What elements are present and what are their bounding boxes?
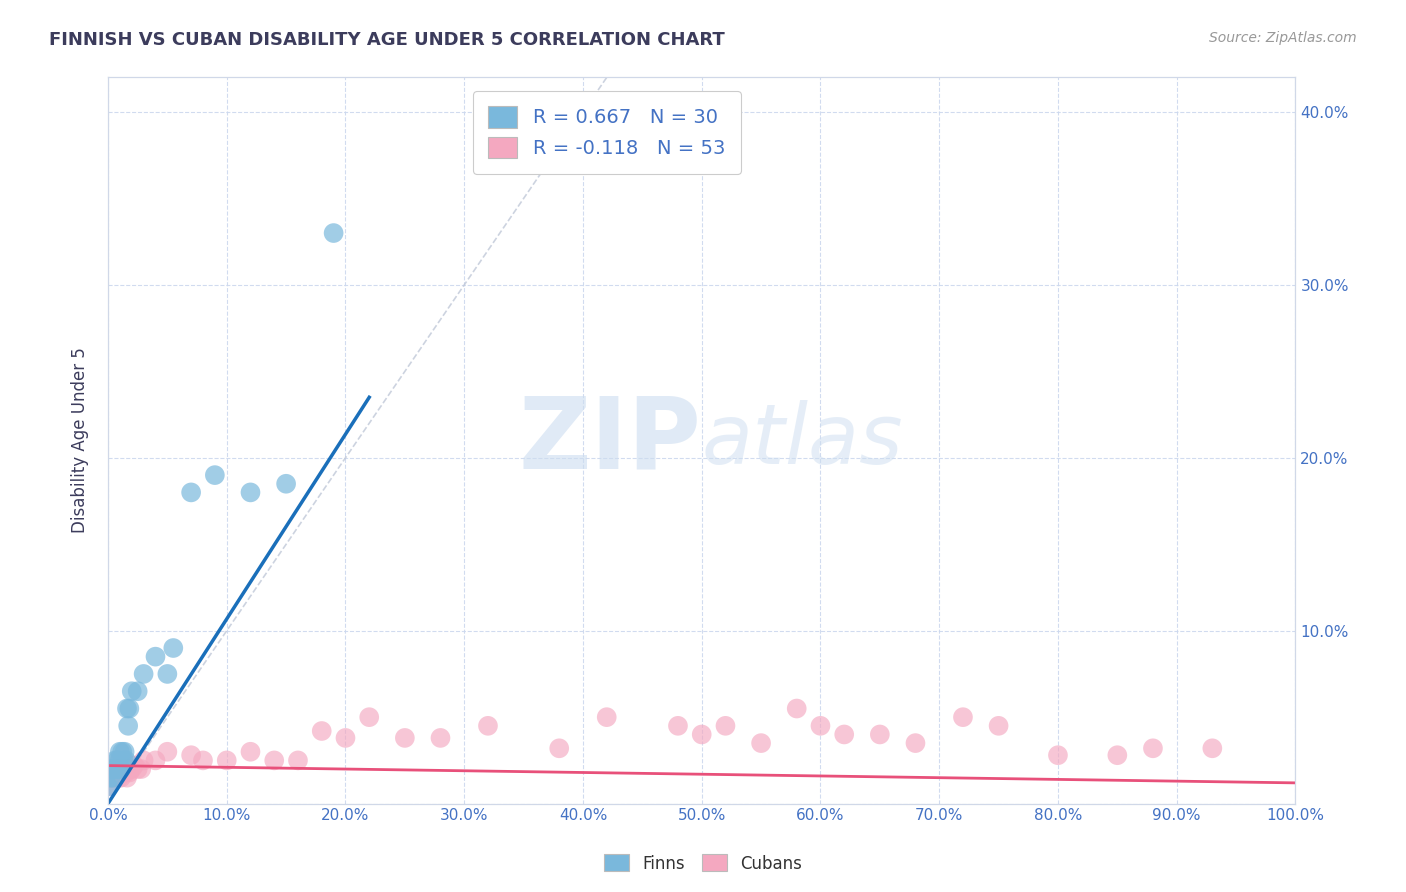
Point xyxy=(869,727,891,741)
Point xyxy=(952,710,974,724)
Point xyxy=(118,765,141,780)
Point xyxy=(97,780,120,794)
Point xyxy=(477,719,499,733)
Text: ZIP: ZIP xyxy=(519,392,702,489)
Point xyxy=(145,649,167,664)
Point xyxy=(98,771,121,785)
Point xyxy=(156,667,179,681)
Point xyxy=(121,762,143,776)
Point xyxy=(100,762,122,776)
Point xyxy=(104,753,127,767)
Point xyxy=(105,762,128,776)
Point xyxy=(107,762,129,776)
Text: FINNISH VS CUBAN DISABILITY AGE UNDER 5 CORRELATION CHART: FINNISH VS CUBAN DISABILITY AGE UNDER 5 … xyxy=(49,31,725,49)
Point xyxy=(114,745,136,759)
Point xyxy=(98,771,121,785)
Point xyxy=(110,771,132,785)
Point xyxy=(987,719,1010,733)
Point xyxy=(127,684,149,698)
Point xyxy=(122,758,145,772)
Point xyxy=(115,771,138,785)
Point xyxy=(114,762,136,776)
Point xyxy=(287,753,309,767)
Y-axis label: Disability Age Under 5: Disability Age Under 5 xyxy=(72,348,89,533)
Point xyxy=(162,640,184,655)
Point xyxy=(429,731,451,745)
Point xyxy=(108,745,131,759)
Point xyxy=(117,762,139,776)
Point xyxy=(145,753,167,767)
Point xyxy=(110,762,132,776)
Point xyxy=(1142,741,1164,756)
Point xyxy=(180,485,202,500)
Legend: Finns, Cubans: Finns, Cubans xyxy=(598,847,808,880)
Point xyxy=(215,753,238,767)
Point xyxy=(1201,741,1223,756)
Point xyxy=(1046,748,1069,763)
Point xyxy=(105,762,128,776)
Point xyxy=(1107,748,1129,763)
Point xyxy=(394,731,416,745)
Point xyxy=(111,745,134,759)
Legend: R = 0.667   N = 30, R = -0.118   N = 53: R = 0.667 N = 30, R = -0.118 N = 53 xyxy=(472,91,741,174)
Point xyxy=(239,485,262,500)
Point xyxy=(322,226,344,240)
Point xyxy=(156,745,179,759)
Point xyxy=(239,745,262,759)
Point xyxy=(311,724,333,739)
Text: Source: ZipAtlas.com: Source: ZipAtlas.com xyxy=(1209,31,1357,45)
Point xyxy=(904,736,927,750)
Point xyxy=(101,771,124,785)
Point xyxy=(666,719,689,733)
Point xyxy=(191,753,214,767)
Point xyxy=(690,727,713,741)
Point xyxy=(112,765,135,780)
Point xyxy=(107,762,129,776)
Point xyxy=(121,684,143,698)
Point xyxy=(107,771,129,785)
Point xyxy=(274,476,297,491)
Point xyxy=(596,710,619,724)
Point xyxy=(832,727,855,741)
Point xyxy=(132,667,155,681)
Point xyxy=(103,762,125,776)
Point xyxy=(132,753,155,767)
Point xyxy=(103,762,125,776)
Point xyxy=(180,748,202,763)
Point xyxy=(117,719,139,733)
Point xyxy=(749,736,772,750)
Point xyxy=(107,753,129,767)
Point xyxy=(108,753,131,767)
Point xyxy=(714,719,737,733)
Point xyxy=(104,771,127,785)
Point xyxy=(263,753,285,767)
Point xyxy=(108,762,131,776)
Point xyxy=(114,753,136,767)
Point xyxy=(115,701,138,715)
Point xyxy=(786,701,808,715)
Point xyxy=(97,780,120,794)
Point xyxy=(335,731,357,745)
Point xyxy=(114,765,136,780)
Text: atlas: atlas xyxy=(702,400,903,481)
Point xyxy=(111,762,134,776)
Point xyxy=(101,771,124,785)
Point xyxy=(112,753,135,767)
Point xyxy=(810,719,832,733)
Point xyxy=(129,762,152,776)
Point xyxy=(548,741,571,756)
Point xyxy=(127,762,149,776)
Point xyxy=(118,701,141,715)
Point xyxy=(359,710,381,724)
Point xyxy=(204,468,226,483)
